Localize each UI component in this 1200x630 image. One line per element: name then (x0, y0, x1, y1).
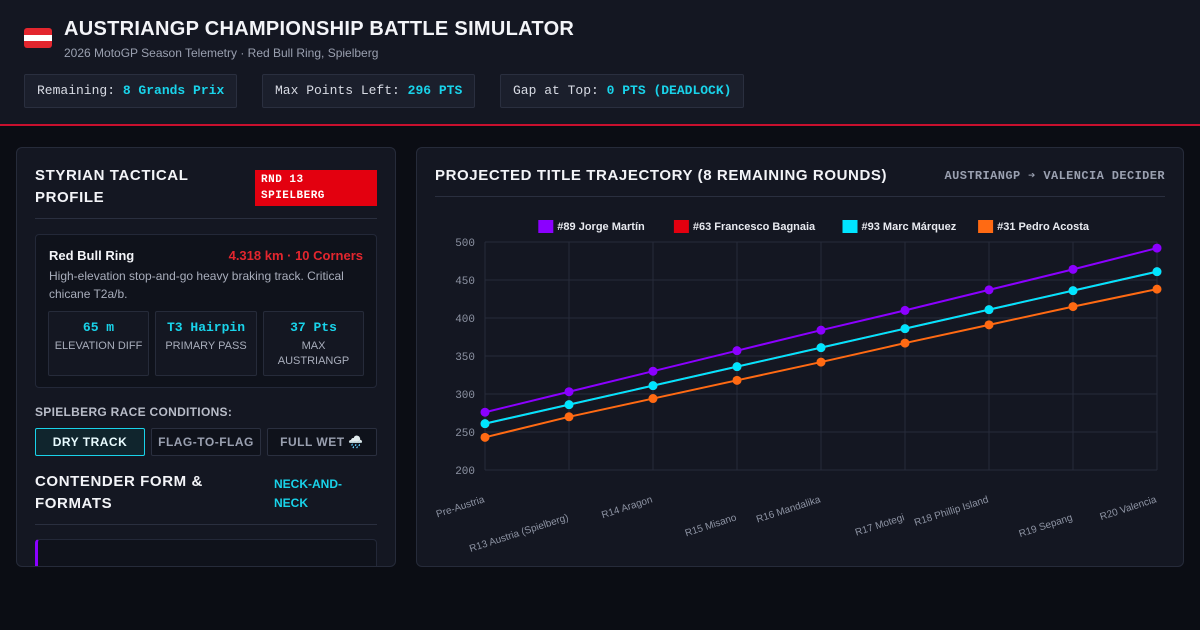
data-point (564, 400, 574, 410)
legend-swatch (538, 220, 554, 233)
app-subtitle: 2026 MotoGP Season Telemetry · Red Bull … (64, 46, 379, 60)
metric-label: ELEVATION DIFF (54, 340, 143, 352)
tactical-panel: STYRIAN TACTICAL PROFILE RND 13 SPIELBER… (16, 147, 396, 567)
y-tick-label: 350 (455, 352, 475, 364)
data-point (480, 432, 490, 442)
metric-value: 37 Pts (290, 320, 337, 335)
divider (35, 524, 377, 525)
legend-swatch (842, 220, 858, 233)
stat-max-points-value: 296 PTS (407, 83, 463, 98)
track-spec: 4.318 km · 10 Corners (228, 248, 363, 263)
data-point (816, 343, 826, 353)
x-tick-label: R17 Motegi (854, 512, 906, 538)
contenders-status: NECK-AND-NECK (274, 477, 342, 510)
stat-max-points: Max Points Left: 296 PTS (262, 74, 476, 108)
data-point (648, 381, 658, 391)
chart-title: PROJECTED TITLE TRAJECTORY (8 REMAINING … (435, 167, 888, 184)
divider (435, 196, 1165, 197)
stat-remaining-value: 8 Grands Prix (122, 83, 225, 98)
data-point (816, 357, 826, 367)
app-title: AUSTRIANGP CHAMPIONSHIP BATTLE SIMULATOR (64, 18, 575, 40)
data-point (984, 305, 994, 315)
stat-gap-value: 0 PTS (DEADLOCK) (606, 83, 732, 98)
conditions-label: SPIELBERG RACE CONDITIONS: (35, 405, 233, 419)
condition-flag-to-flag-button[interactable]: FLAG-TO-FLAG (151, 428, 261, 456)
legend-label: #63 Francesco Bagnaia (693, 221, 816, 233)
y-tick-label: 250 (455, 428, 475, 440)
y-tick-label: 400 (455, 314, 475, 326)
round-badge: RND 13 SPIELBERG (255, 170, 377, 206)
data-point (1152, 284, 1162, 294)
stat-gap-label: Gap at Top: (513, 83, 599, 98)
condition-full-wet-button[interactable]: FULL WET 🌧️ (267, 428, 377, 456)
metric-value: 65 m (82, 320, 115, 335)
chart-hint: AUSTRIANGP ➔ VALENCIA DECIDER (944, 169, 1165, 183)
x-tick-label: Pre-Austria (435, 494, 486, 520)
x-tick-label: R14 Aragon (600, 494, 654, 521)
track-card: Red Bull Ring 4.318 km · 10 Corners High… (35, 234, 377, 388)
data-point (984, 285, 994, 295)
data-point (564, 412, 574, 422)
data-point (900, 305, 910, 315)
legend-label: #89 Jorge Martín (557, 221, 645, 233)
divider (35, 218, 377, 219)
x-tick-label: R16 Mandalika (755, 494, 822, 525)
data-point (732, 375, 742, 385)
metric-elevation: 65 m ELEVATION DIFF (48, 311, 149, 376)
data-point (648, 366, 658, 376)
stat-remaining: Remaining: 8 Grands Prix (24, 74, 238, 108)
data-point (480, 419, 490, 429)
metric-max-points: 37 Pts MAX AUSTRIANGP (263, 311, 364, 376)
y-tick-label: 450 (455, 276, 475, 288)
x-tick-label: R18 Phillip Island (913, 494, 990, 528)
data-point (900, 324, 910, 334)
contenders-title: CONTENDER FORM & FORMATS (35, 473, 203, 512)
chart-panel: PROJECTED TITLE TRAJECTORY (8 REMAINING … (416, 147, 1184, 567)
data-point (1068, 302, 1078, 312)
x-tick-label: R19 Sepang (1018, 512, 1074, 540)
stat-max-points-label: Max Points Left: (275, 83, 400, 98)
austria-flag-icon (24, 28, 52, 48)
stat-gap: Gap at Top: 0 PTS (DEADLOCK) (500, 74, 745, 108)
contender-card (35, 539, 377, 566)
y-tick-label: 500 (455, 238, 475, 250)
metric-label: MAX AUSTRIANGP (277, 340, 350, 367)
metric-value: T3 Hairpin (166, 320, 245, 335)
track-description: High-elevation stop-and-go heavy braking… (49, 269, 344, 301)
x-tick-label: R13 Austria (Spielberg) (468, 512, 570, 554)
data-point (480, 407, 490, 417)
data-point (816, 325, 826, 335)
data-point (732, 346, 742, 356)
x-tick-label: R20 Valencia (1099, 494, 1159, 523)
data-point (1152, 267, 1162, 277)
data-point (1068, 286, 1078, 296)
data-point (648, 394, 658, 404)
data-point (1152, 243, 1162, 253)
app-header: AUSTRIANGP CHAMPIONSHIP BATTLE SIMULATOR… (0, 0, 1200, 126)
track-name: Red Bull Ring (49, 248, 135, 263)
data-point (984, 320, 994, 330)
legend-swatch (673, 220, 689, 233)
metric-label: PRIMARY PASS (165, 340, 247, 352)
legend-label: #31 Pedro Acosta (997, 221, 1090, 233)
y-tick-label: 300 (455, 390, 475, 402)
y-tick-label: 200 (455, 466, 475, 478)
data-point (564, 387, 574, 397)
metric-primary-pass: T3 Hairpin PRIMARY PASS (155, 311, 257, 376)
x-tick-label: R15 Misano (684, 512, 739, 539)
tactical-title: STYRIAN TACTICAL PROFILE (35, 167, 189, 206)
data-point (1068, 264, 1078, 274)
legend-label: #93 Marc Márquez (862, 221, 957, 233)
legend-swatch (978, 220, 994, 233)
data-point (900, 338, 910, 348)
data-point (732, 362, 742, 372)
condition-dry-button[interactable]: DRY TRACK (35, 428, 145, 456)
stat-remaining-label: Remaining: (37, 83, 116, 98)
